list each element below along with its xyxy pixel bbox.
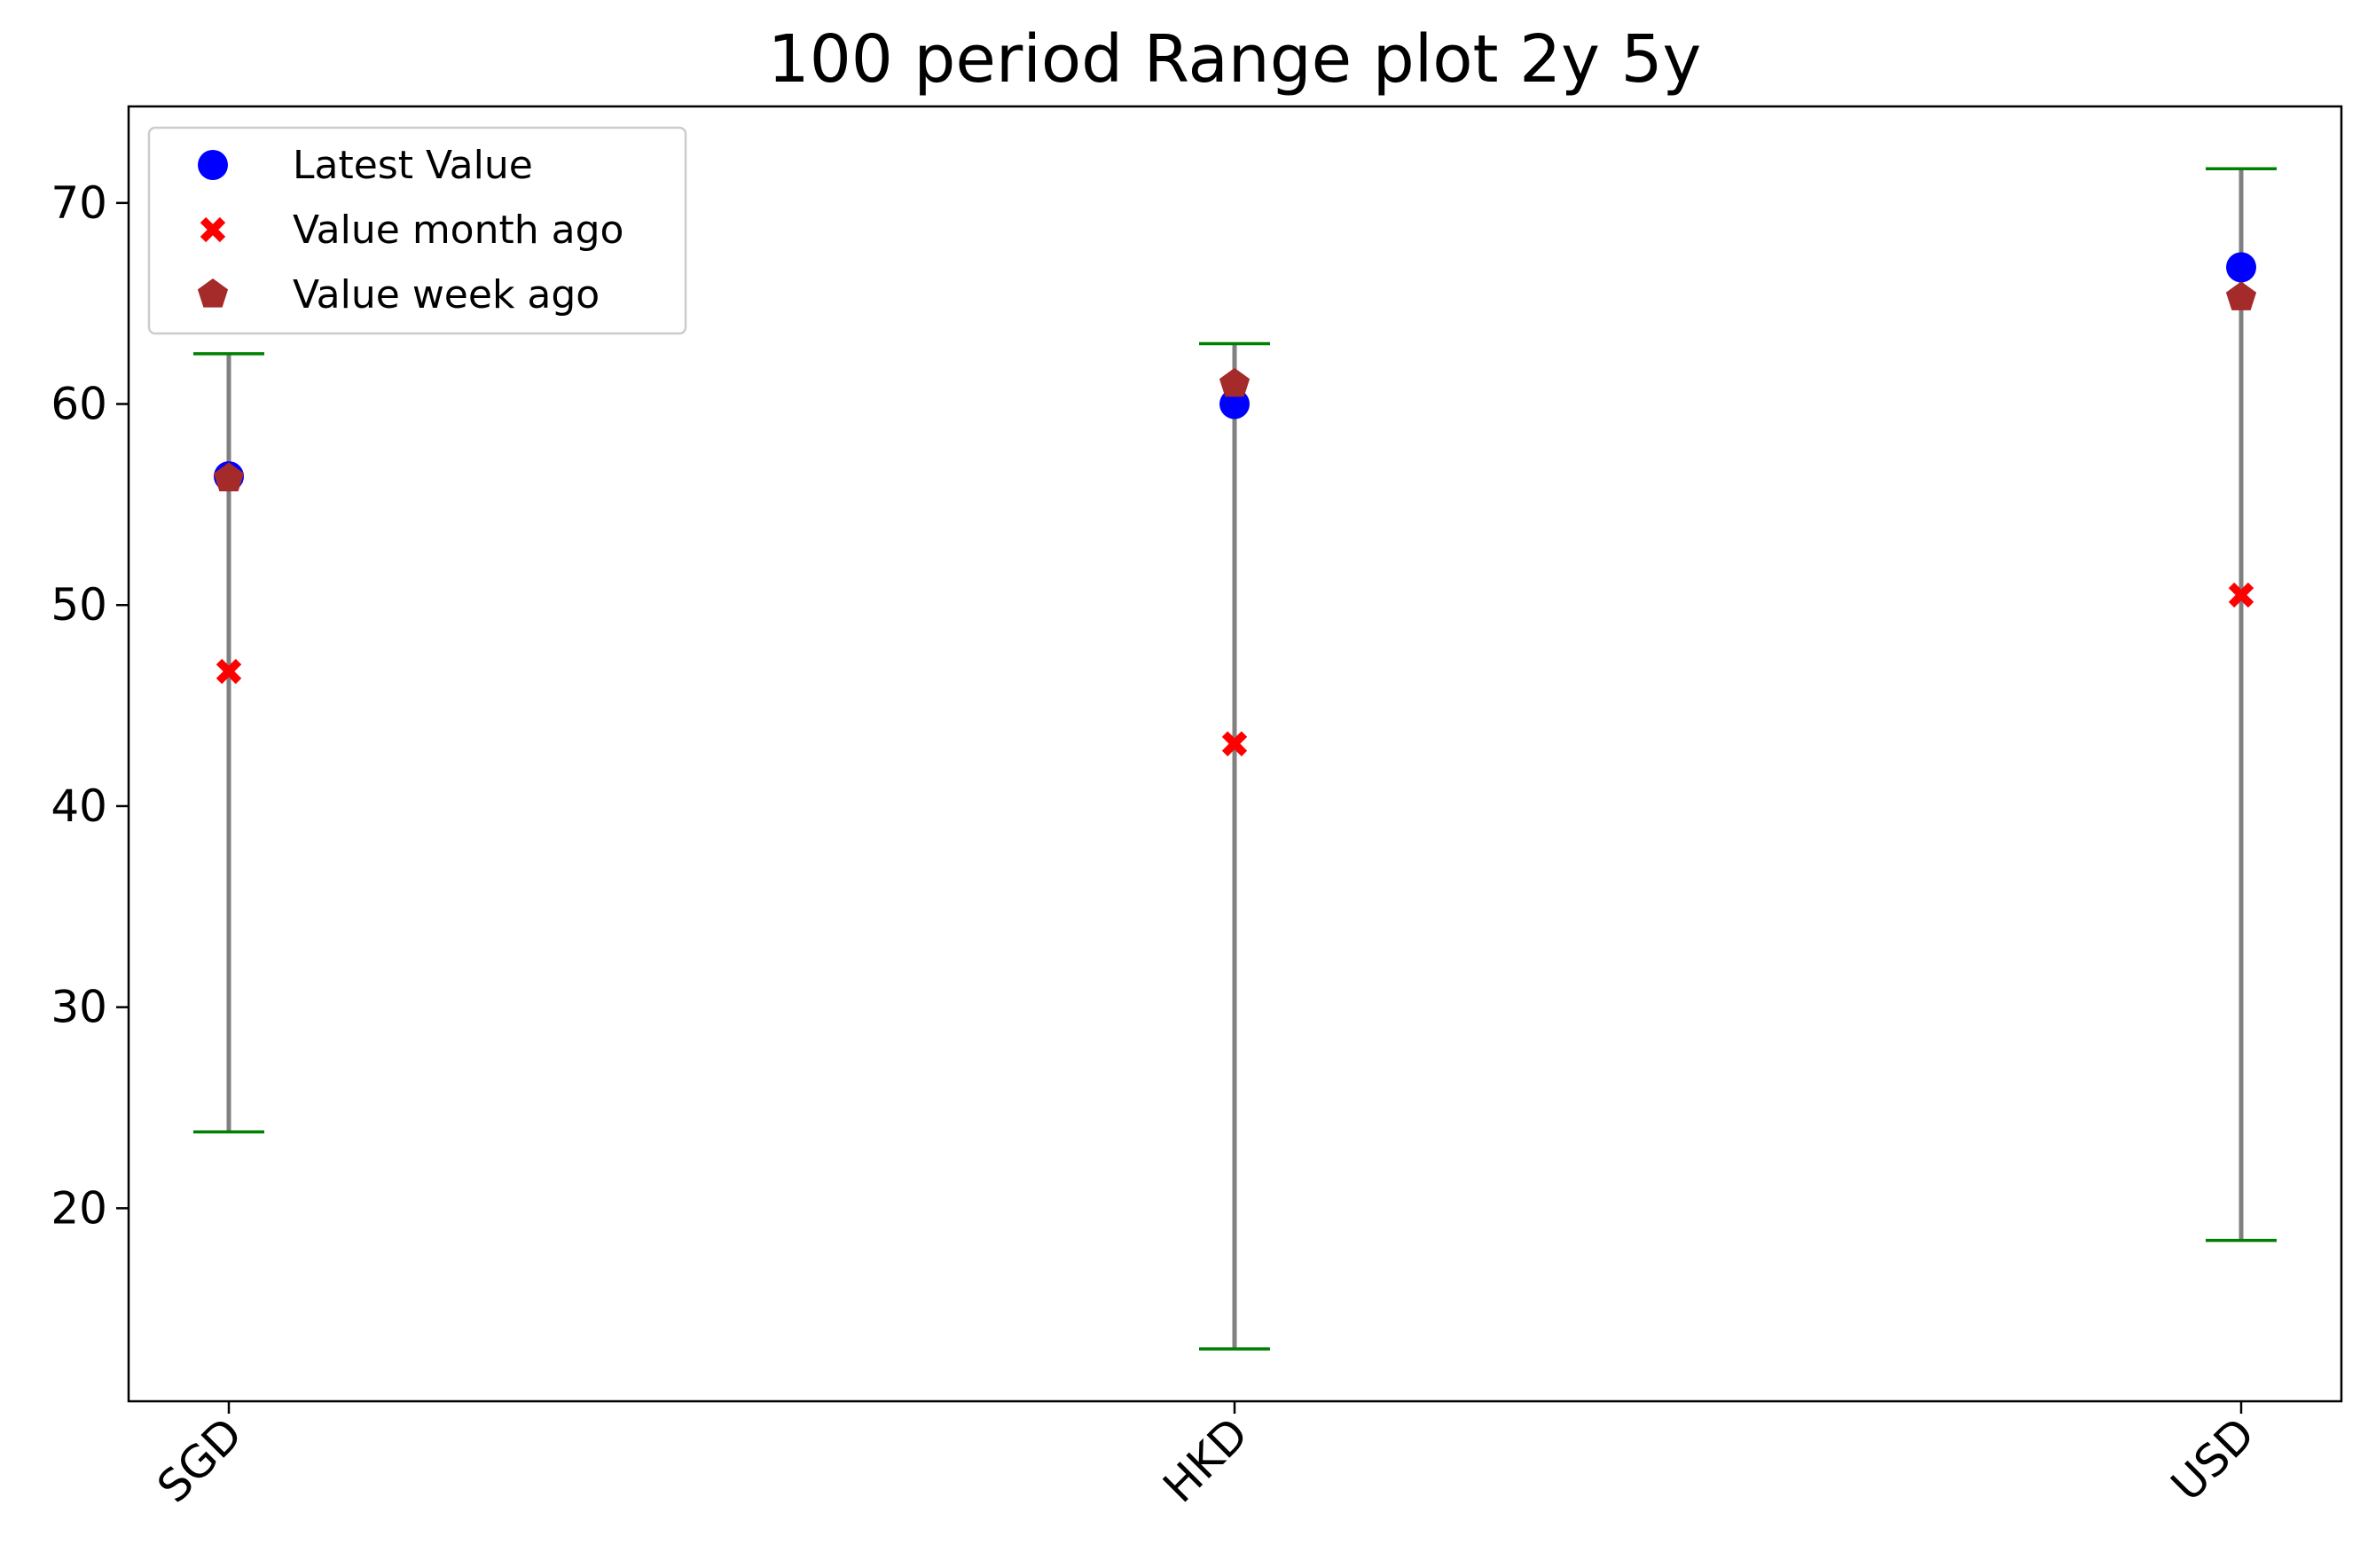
legend-label: Value month ago xyxy=(293,208,623,253)
legend-label: Latest Value xyxy=(293,143,533,188)
point-x-usd xyxy=(2228,582,2254,608)
y-tick-label: 30 xyxy=(51,982,107,1033)
legend-marker-x xyxy=(200,216,226,243)
y-tick-label: 70 xyxy=(51,177,107,229)
legend-item: Latest Value xyxy=(198,143,533,188)
legend-marker-circle xyxy=(198,150,228,180)
legend-marker-pentagon xyxy=(197,278,229,308)
y-tick-label: 60 xyxy=(51,379,107,430)
chart-title: 100 period Range plot 2y 5y xyxy=(768,21,1702,98)
point-x-sgd xyxy=(216,658,242,685)
point-x-hkd xyxy=(1221,731,1248,757)
y-axis: 20 30 40 50 60 70 xyxy=(51,177,129,1234)
point-pentagon-sgd xyxy=(213,462,245,491)
legend-label: Value week ago xyxy=(293,272,600,318)
legend: Latest Value Value month ago Value week ag… xyxy=(147,126,687,335)
point-pentagon-hkd xyxy=(1219,367,1251,397)
legend-item: Value week ago xyxy=(197,272,600,318)
legend-item: Value month ago xyxy=(200,208,623,253)
y-tick-label: 50 xyxy=(51,579,107,631)
legend-box xyxy=(147,126,687,335)
y-tick-label: 40 xyxy=(51,780,107,832)
point-circle-usd xyxy=(2226,252,2256,283)
markers-layer xyxy=(213,252,2257,757)
point-pentagon-usd xyxy=(2225,281,2257,310)
y-tick-label: 20 xyxy=(51,1182,107,1234)
